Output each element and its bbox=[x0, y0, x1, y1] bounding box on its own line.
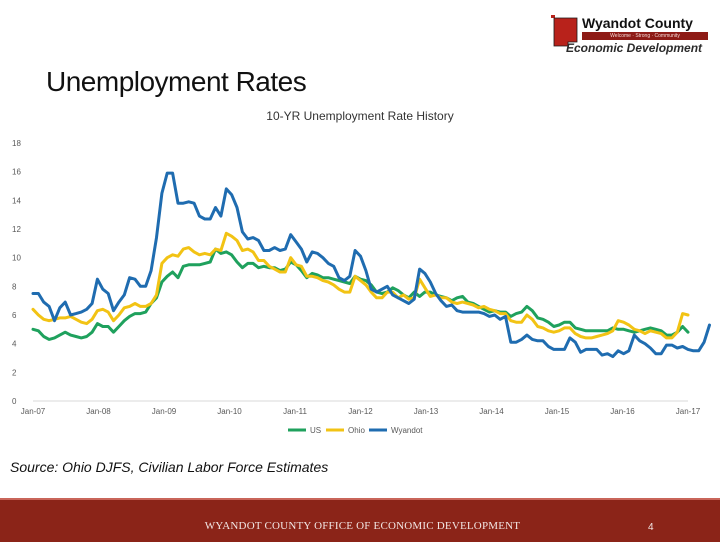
x-tick-label: Jan-13 bbox=[414, 407, 439, 416]
x-axis: Jan-07 Jan-08 Jan-09 Jan-10 Jan-11 Jan-12 Jan-… bbox=[21, 407, 701, 416]
logo-name: Wyandot County bbox=[582, 15, 693, 31]
legend-label-wyandot: Wyandot bbox=[391, 426, 423, 435]
series-line-ohio bbox=[31, 231, 690, 340]
y-tick-label: 6 bbox=[12, 311, 17, 320]
series-line-us bbox=[31, 247, 690, 341]
x-tick-label: Jan-17 bbox=[676, 407, 701, 416]
legend: US Ohio Wyandot bbox=[288, 426, 423, 435]
line-chart: 0 2 4 6 8 10 12 14 16 18 Jan-07 Jan-08 Jan-09 Jan-10… bbox=[12, 139, 711, 435]
logo-subtitle: Economic Development bbox=[566, 41, 703, 55]
x-tick-label: Jan-09 bbox=[152, 407, 177, 416]
series-line-wyandot bbox=[31, 171, 711, 359]
x-tick-label: Jan-12 bbox=[348, 407, 373, 416]
y-tick-label: 4 bbox=[12, 340, 17, 349]
y-tick-label: 2 bbox=[12, 368, 17, 377]
county-map-icon bbox=[551, 15, 578, 47]
legend-label-ohio: Ohio bbox=[348, 426, 365, 435]
page-title: Unemployment Rates bbox=[46, 66, 307, 97]
y-axis: 0 2 4 6 8 10 12 14 16 18 bbox=[12, 139, 21, 406]
y-tick-label: 8 bbox=[12, 282, 17, 291]
x-tick-label: Jan-11 bbox=[283, 407, 307, 416]
y-tick-label: 14 bbox=[12, 196, 21, 205]
footer-org-text: WYANDOT COUNTY OFFICE OF ECONOMIC DEVELO… bbox=[204, 520, 521, 532]
x-tick-label: Jan-10 bbox=[217, 407, 242, 416]
x-tick-label: Jan-08 bbox=[86, 407, 111, 416]
y-tick-label: 12 bbox=[12, 225, 21, 234]
page-number: 4 bbox=[648, 522, 654, 533]
x-tick-label: Jan-07 bbox=[21, 407, 46, 416]
x-tick-label: Jan-15 bbox=[545, 407, 570, 416]
logo: Wyandot County Welcome · Strong · Commun… bbox=[548, 12, 710, 55]
x-tick-label: Jan-14 bbox=[479, 407, 504, 416]
x-tick-label: Jan-16 bbox=[610, 407, 635, 416]
source-note: Source: Ohio DJFS, Civilian Labor Force … bbox=[10, 459, 329, 475]
legend-label-us: US bbox=[310, 426, 321, 435]
y-tick-label: 16 bbox=[12, 168, 21, 177]
y-tick-label: 0 bbox=[12, 397, 17, 406]
y-tick-label: 10 bbox=[12, 254, 21, 263]
logo-tagline: Welcome · Strong · Community bbox=[582, 32, 708, 40]
series-lines bbox=[31, 171, 711, 359]
chart-title: 10-YR Unemployment Rate History bbox=[266, 109, 454, 123]
y-tick-label: 18 bbox=[12, 139, 21, 148]
footer-bar: WYANDOT COUNTY OFFICE OF ECONOMIC DEVELO… bbox=[0, 498, 720, 542]
